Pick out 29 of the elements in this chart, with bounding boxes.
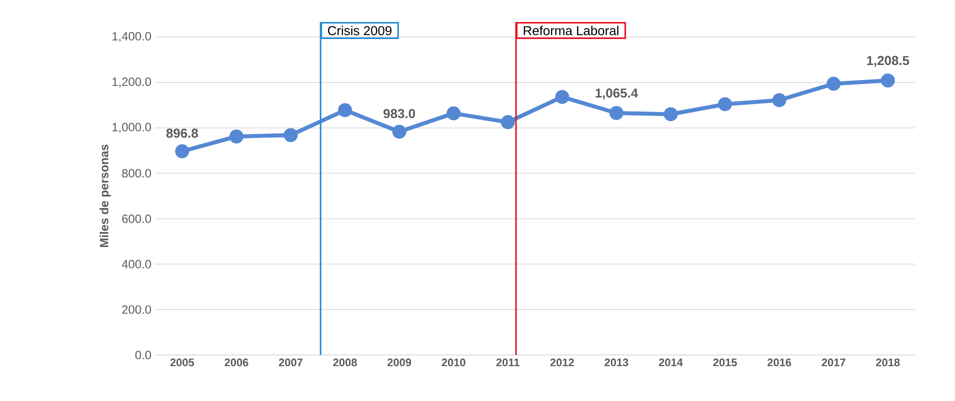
y-tick-label: 200.0 xyxy=(122,305,152,314)
x-tick-label: 2011 xyxy=(496,358,520,366)
x-tick-label: 2016 xyxy=(767,358,792,366)
y-tick-label: 1,200.0 xyxy=(112,77,152,88)
y-tick-label: 1,000.0 xyxy=(112,122,152,133)
data-label: 1,208.5 xyxy=(867,56,910,67)
x-tick-label: 2013 xyxy=(604,358,628,366)
y-tick-label: 400.0 xyxy=(122,260,152,268)
x-tick-label: 2017 xyxy=(822,358,846,366)
y-tick-label: 1,400.0 xyxy=(112,32,152,42)
x-tick-label: 2018 xyxy=(876,358,900,366)
x-tick-label: 2009 xyxy=(387,358,412,366)
y-axis-title: Miles de personas xyxy=(100,144,111,248)
x-tick-label: 2007 xyxy=(278,358,302,366)
x-tick-label: 2008 xyxy=(333,358,357,366)
x-tick-label: 2005 xyxy=(170,358,194,366)
x-tick-label: 2010 xyxy=(442,358,466,366)
ref-line-label: Reforma Laboral xyxy=(524,26,618,36)
x-tick-label: 2015 xyxy=(713,358,737,366)
x-tick-label: 2014 xyxy=(658,358,683,366)
x-tick-label: 2012 xyxy=(550,358,574,366)
ref-line-label: Crisis 2009 xyxy=(328,26,392,36)
y-tick-label: 600.0 xyxy=(122,214,152,223)
data-label: 983.0 xyxy=(384,109,415,118)
data-label: 1,065.4 xyxy=(596,88,638,100)
data-label: 896.8 xyxy=(166,128,198,138)
y-tick-label: 800.0 xyxy=(122,169,152,178)
y-tick-label: 0.0 xyxy=(135,350,152,360)
x-tick-label: 2006 xyxy=(224,358,248,366)
